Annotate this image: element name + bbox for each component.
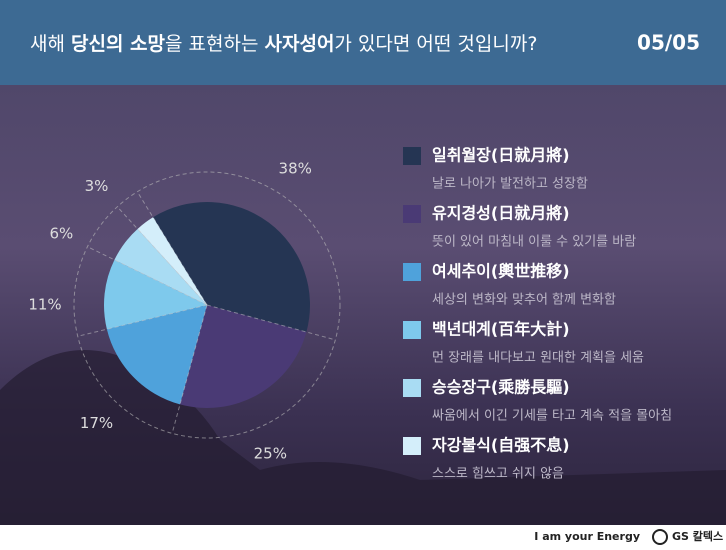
legend-name: 자강불식(自强不息) [432, 436, 570, 455]
value-label: 11% [28, 296, 61, 314]
legend-description: 스스로 힘쓰고 쉬지 않음 [432, 467, 564, 482]
title-part: 가 있다면 어떤 것입니까? [334, 33, 537, 55]
footer-slogan: I am your Energy [534, 530, 640, 543]
pie-slice [106, 305, 207, 405]
legend-name: 승승장구(乘勝長驅) [432, 378, 570, 397]
value-label: 25% [254, 445, 287, 463]
legend-swatch [403, 263, 421, 281]
pie-slice [153, 202, 310, 333]
legend-name: 유지경성(日就月將) [432, 204, 570, 223]
value-label: 3% [85, 177, 109, 195]
legend-swatch [403, 147, 421, 165]
legend-swatch [403, 321, 421, 339]
guide-circle [73, 171, 341, 439]
legend-description: 날로 나아가 발전하고 성장함 [432, 177, 588, 192]
title-part: 사자성어 [265, 33, 335, 55]
header-bar [0, 0, 726, 85]
legend-swatch [403, 379, 421, 397]
title-part: 을 표현하는 [165, 33, 264, 55]
header-title: 새해 당신의 소망을 표현하는 사자성어가 있다면 어떤 것입니까? [30, 33, 537, 55]
pie-slice [137, 217, 207, 305]
guide-line [171, 304, 208, 434]
legend-name: 여세추이(輿世推移) [432, 262, 570, 281]
value-label: 6% [49, 224, 73, 242]
guide-line [87, 246, 208, 306]
page-number: 05/05 [637, 31, 700, 55]
pie-slice [104, 259, 207, 330]
guide-line [206, 304, 336, 341]
legend-swatch [403, 205, 421, 223]
title-part: 새해 [30, 33, 71, 55]
legend-swatch [403, 437, 421, 455]
guide-line [77, 304, 208, 337]
mountain [0, 350, 726, 525]
legend-description: 싸움에서 이긴 기세를 타고 계속 적을 몰아침 [432, 409, 672, 424]
value-label: 38% [279, 160, 312, 178]
legend-description: 세상의 변화와 맞추어 함께 변화함 [432, 293, 616, 308]
legend-description: 먼 장래를 내다보고 원대한 계획을 세움 [432, 351, 644, 366]
title-part: 당신의 소망 [71, 33, 166, 55]
legend-description: 뜻이 있어 마침내 이룰 수 있기를 바람 [432, 235, 636, 250]
legend-name: 백년대계(百年大計) [432, 320, 570, 339]
legend-name: 일취월장(日就月將) [432, 146, 570, 165]
footer-bar [0, 525, 726, 550]
guide-line [116, 206, 208, 306]
pie-slice [114, 228, 207, 305]
logo-icon [652, 529, 668, 545]
value-label: 17% [80, 414, 113, 432]
footer-brand: GS 칼텍스 [672, 529, 723, 543]
pie-slice [179, 305, 307, 408]
